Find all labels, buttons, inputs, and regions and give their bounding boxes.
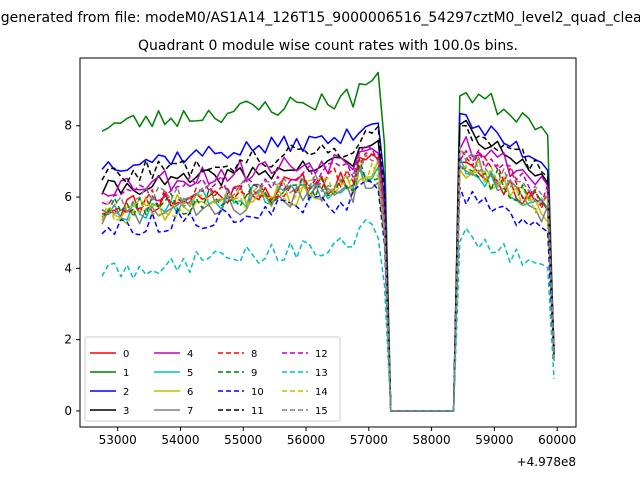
- axes-frame: [79, 57, 577, 428]
- legend-label-6: 6: [187, 387, 193, 398]
- legend-label-2: 2: [123, 387, 129, 398]
- legend-label-1: 1: [123, 368, 129, 379]
- y-tick-label: 0: [64, 404, 72, 418]
- figure-suptitle: Plots generated from file: modeM0/AS1A14…: [0, 10, 640, 26]
- x-offset-label: +4.978e8: [517, 455, 576, 469]
- x-tick-label: 57000: [350, 433, 388, 447]
- series-line-2: [101, 112, 555, 412]
- x-tick-label: 59000: [475, 433, 513, 447]
- series-line-7: [101, 156, 555, 412]
- legend-label-9: 9: [251, 368, 257, 379]
- legend-label-8: 8: [251, 349, 257, 360]
- series-line-9: [101, 158, 555, 412]
- legend-label-3: 3: [123, 406, 129, 417]
- x-tick-label: 58000: [413, 433, 451, 447]
- legend-label-11: 11: [251, 406, 264, 417]
- legend-label-4: 4: [187, 349, 193, 360]
- x-tick-label: 60000: [538, 433, 576, 447]
- legend-label-0: 0: [123, 349, 129, 360]
- series-line-14: [101, 159, 555, 412]
- y-tick-label: 8: [64, 119, 72, 133]
- plot-title: Quadrant 0 module wise count rates with …: [138, 38, 518, 54]
- series-line-12: [101, 144, 555, 412]
- legend-label-12: 12: [315, 349, 328, 360]
- series-line-8: [101, 147, 555, 412]
- y-axis: 0 2 4 6 8: [64, 119, 80, 418]
- legend-box: [84, 336, 341, 422]
- series-line-11: [101, 124, 555, 412]
- x-axis: 53000 54000 55000 56000 57000 58000 59000 60000: [99, 427, 576, 447]
- legend-label-7: 7: [187, 406, 193, 417]
- legend-label-10: 10: [251, 387, 264, 398]
- series-line-13: [101, 219, 555, 412]
- y-tick-label: 2: [64, 333, 72, 347]
- series-line-1: [101, 71, 555, 412]
- legend-label-13: 13: [315, 368, 328, 379]
- y-tick-label: 4: [64, 261, 72, 275]
- series-line-10: [101, 179, 555, 412]
- legend-label-15: 15: [315, 406, 328, 417]
- series-layer: [101, 71, 555, 412]
- series-line-15: [101, 145, 555, 412]
- x-tick-label: 55000: [224, 433, 262, 447]
- x-tick-label: 54000: [161, 433, 199, 447]
- x-tick-label: 56000: [287, 433, 325, 447]
- series-line-3: [101, 119, 555, 412]
- y-tick-label: 6: [64, 190, 72, 204]
- x-tick-label: 53000: [99, 433, 137, 447]
- legend-label-5: 5: [187, 368, 193, 379]
- series-line-5: [101, 155, 555, 412]
- legend-label-14: 14: [315, 387, 328, 398]
